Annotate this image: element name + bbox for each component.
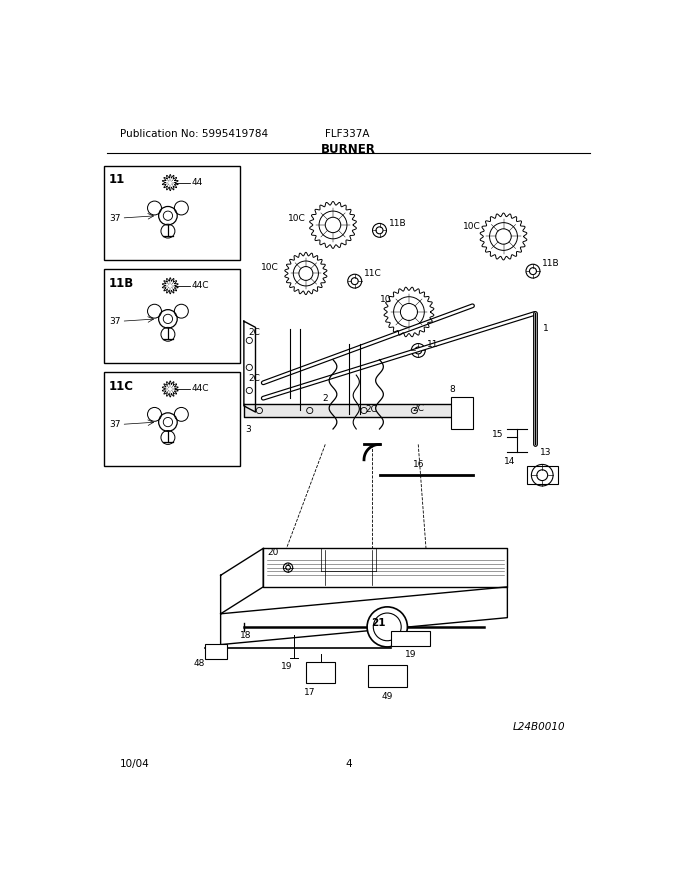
Text: 10C: 10C: [261, 263, 279, 272]
Text: 10C: 10C: [288, 215, 306, 224]
Text: 17: 17: [304, 688, 316, 698]
Text: 2C: 2C: [412, 404, 424, 413]
Circle shape: [367, 607, 407, 647]
Text: 3: 3: [245, 424, 251, 434]
Text: 11: 11: [427, 340, 439, 348]
Bar: [205, 644, 227, 659]
Text: 10: 10: [379, 295, 391, 304]
Text: 21: 21: [371, 618, 385, 628]
Text: 2C: 2C: [366, 406, 377, 414]
Text: 13: 13: [541, 448, 552, 457]
Text: 11B: 11B: [389, 219, 407, 228]
Text: 4: 4: [345, 759, 352, 768]
Bar: [391, 631, 430, 646]
Text: 11B: 11B: [542, 259, 560, 268]
Text: 48: 48: [194, 659, 205, 668]
Text: 15: 15: [492, 430, 503, 439]
Bar: [451, 397, 473, 429]
Text: 44: 44: [191, 178, 203, 187]
Text: 19: 19: [281, 662, 292, 671]
Polygon shape: [244, 321, 256, 412]
Text: 20: 20: [267, 548, 279, 557]
Text: 19: 19: [405, 650, 416, 659]
Polygon shape: [244, 405, 464, 417]
Text: 1: 1: [543, 325, 549, 334]
Text: 2C: 2C: [248, 328, 260, 337]
Text: 14: 14: [504, 457, 515, 466]
Bar: [104, 165, 240, 260]
Text: 8: 8: [449, 385, 455, 393]
Bar: [306, 662, 335, 683]
Text: 44C: 44C: [191, 385, 209, 393]
Text: Publication No: 5995419784: Publication No: 5995419784: [120, 128, 268, 139]
Text: 10/04: 10/04: [120, 759, 150, 768]
Text: 2C: 2C: [248, 375, 260, 384]
Text: 44C: 44C: [191, 282, 209, 290]
Text: 10C: 10C: [462, 222, 480, 231]
Text: 11C: 11C: [364, 269, 381, 278]
Text: 2: 2: [322, 393, 328, 403]
Text: 18: 18: [240, 631, 252, 640]
Text: 11C: 11C: [109, 380, 134, 392]
Text: 37: 37: [109, 214, 120, 223]
Text: 11B: 11B: [109, 276, 134, 290]
Text: 37: 37: [109, 317, 120, 326]
Bar: [104, 372, 240, 466]
Bar: [104, 269, 240, 363]
Text: BURNER: BURNER: [321, 143, 376, 156]
Bar: [527, 466, 558, 484]
Text: 37: 37: [109, 420, 120, 429]
Text: 16: 16: [413, 460, 424, 469]
Text: 11: 11: [109, 173, 125, 187]
Text: FLF337A: FLF337A: [325, 128, 370, 139]
Text: L24B0010: L24B0010: [513, 722, 566, 731]
Bar: [368, 665, 407, 687]
Text: 49: 49: [381, 693, 393, 701]
